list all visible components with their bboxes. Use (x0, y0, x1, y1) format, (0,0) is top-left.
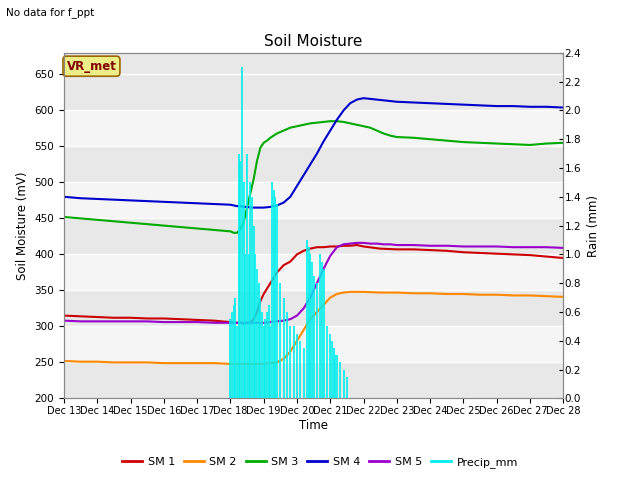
Bar (64, 362, 563, 398)
Bar (64, 254, 563, 290)
Bar (64, 326, 563, 362)
Text: VR_met: VR_met (67, 60, 116, 72)
Legend: SM 1, SM 2, SM 3, SM 4, SM 5, Precip_mm: SM 1, SM 2, SM 3, SM 4, SM 5, Precip_mm (118, 452, 522, 472)
Y-axis label: Soil Moisture (mV): Soil Moisture (mV) (16, 171, 29, 280)
Bar (64, 290, 563, 326)
X-axis label: Time: Time (299, 419, 328, 432)
Title: Soil Moisture: Soil Moisture (264, 34, 363, 49)
Y-axis label: Rain (mm): Rain (mm) (587, 194, 600, 257)
Bar (64, 218, 563, 254)
Bar (64, 182, 563, 218)
Bar (64, 110, 563, 146)
Text: No data for f_ppt: No data for f_ppt (6, 7, 95, 18)
Bar (64, 74, 563, 110)
Bar (64, 146, 563, 182)
